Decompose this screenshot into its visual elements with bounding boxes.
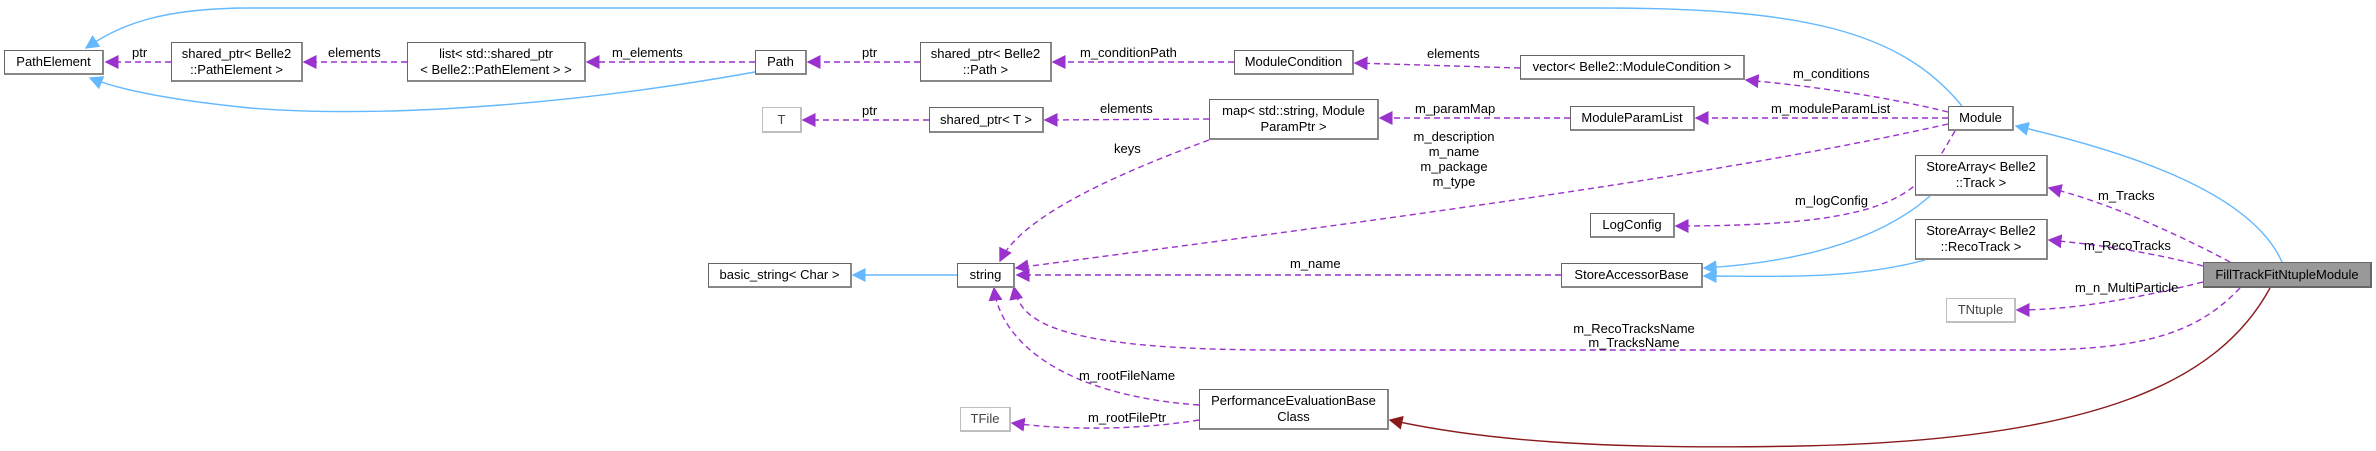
node-tntuple[interactable]: TNtuple bbox=[1946, 298, 2016, 323]
edge-storearray-track-base bbox=[1702, 195, 1931, 275]
edge-elements3 bbox=[1043, 112, 1210, 127]
edge-label: m_rootFileName bbox=[1079, 368, 1175, 383]
node-label: ModuleCondition bbox=[1244, 54, 1343, 69]
edge-label: m_paramMap bbox=[1415, 101, 1495, 116]
node-fill-track-fit-ntuple-module[interactable]: FillTrackFitNtupleModule bbox=[2203, 262, 2372, 288]
node-label: list< std::shared_ptr bbox=[439, 45, 553, 61]
edge-m-n-multiparticle bbox=[2015, 281, 2204, 317]
node-store-accessor-base[interactable]: StoreAccessorBase bbox=[1561, 263, 1703, 288]
edge-label: elements bbox=[328, 45, 381, 60]
edge-label: m_conditions bbox=[1793, 66, 1870, 81]
node-label: FillTrackFitNtupleModule bbox=[2215, 266, 2359, 282]
edge-label: m_moduleParamList bbox=[1771, 101, 1891, 116]
edge-label: keys bbox=[1114, 141, 1141, 156]
edge-label: ptr bbox=[132, 45, 148, 60]
node-string[interactable]: string bbox=[957, 263, 1015, 288]
node-label: StoreArray< Belle2 bbox=[1926, 223, 2036, 238]
node-module-condition[interactable]: ModuleCondition bbox=[1234, 50, 1354, 75]
node-shared-ptr-t[interactable]: shared_ptr< T > bbox=[929, 107, 1044, 133]
edge-label: m_description bbox=[1414, 129, 1495, 144]
edge-label: m_n_MultiParticle bbox=[2075, 280, 2178, 295]
edge-module-pathelement bbox=[84, 7, 1963, 107]
node-label: ::Path > bbox=[962, 61, 1009, 77]
edge-module-strings bbox=[1014, 123, 1949, 274]
node-label: PerformanceEvaluationBase bbox=[1211, 393, 1376, 408]
node-label: vector< Belle2::ModuleCondition > bbox=[1532, 59, 1732, 74]
node-label: string bbox=[969, 267, 1002, 282]
edge-m-logconfig bbox=[1674, 130, 1956, 233]
node-label: LogConfig bbox=[1602, 217, 1662, 232]
node-label: ::Track > bbox=[1955, 175, 2007, 190]
node-label: Path bbox=[767, 54, 794, 69]
edge-m-conditions bbox=[1744, 74, 1949, 113]
node-store-array-track[interactable]: StoreArray< Belle2::Track > bbox=[1915, 155, 2048, 196]
node-shared-ptr-path-element[interactable]: shared_ptr< Belle2::PathElement > bbox=[171, 42, 303, 82]
node-label: ParamPtr > bbox=[1260, 119, 1327, 134]
node-path-element[interactable]: PathElement bbox=[4, 50, 104, 75]
edge-label: m_conditionPath bbox=[1080, 45, 1177, 60]
node-t[interactable]: T bbox=[762, 107, 802, 133]
node-label: StoreAccessorBase bbox=[1574, 267, 1689, 282]
node-label: T bbox=[777, 111, 786, 127]
edge-m-rootfilename bbox=[988, 286, 1200, 406]
edge-label: m_package bbox=[1420, 159, 1487, 174]
edge-elements2 bbox=[1353, 56, 1521, 71]
node-shared-ptr-path[interactable]: shared_ptr< Belle2::Path > bbox=[920, 42, 1052, 82]
edge-storearray-recotrack-base bbox=[1702, 259, 1926, 284]
node-label: < Belle2::PathElement > > bbox=[420, 61, 572, 77]
node-label: ::RecoTrack > bbox=[1940, 239, 2022, 254]
node-path[interactable]: Path bbox=[755, 50, 807, 75]
edge-m-tracks bbox=[2047, 184, 2231, 263]
node-map-param[interactable]: map< std::string, Module ParamPtr > bbox=[1209, 99, 1379, 140]
edge-label: m_name bbox=[1290, 256, 1341, 271]
node-module-param-list[interactable]: ModuleParamList bbox=[1570, 106, 1695, 131]
node-label: basic_string< Char > bbox=[719, 267, 840, 282]
edge-label: m_rootFilePtr bbox=[1088, 410, 1167, 425]
edge-keys bbox=[999, 139, 1210, 263]
node-label: shared_ptr< Belle2 bbox=[181, 45, 292, 61]
node-label: Class bbox=[1277, 409, 1310, 424]
node-label: shared_ptr< Belle2 bbox=[930, 45, 1041, 61]
node-log-config[interactable]: LogConfig bbox=[1590, 213, 1675, 238]
node-label: map< std::string, Module bbox=[1222, 103, 1365, 118]
edge-label: m_type bbox=[1433, 174, 1476, 189]
node-basic-string[interactable]: basic_string< Char > bbox=[708, 263, 852, 288]
edge-label: m_TracksName bbox=[1588, 335, 1679, 350]
edge-label: elements bbox=[1100, 101, 1153, 116]
node-label: PathElement bbox=[16, 54, 91, 69]
node-label: shared_ptr< T > bbox=[939, 111, 1033, 127]
node-label: StoreArray< Belle2 bbox=[1926, 159, 2036, 174]
edge-label: m_logConfig bbox=[1795, 193, 1868, 208]
node-label: TFile bbox=[970, 411, 1000, 426]
node-label: TNtuple bbox=[1957, 302, 2004, 317]
edge-label: ptr bbox=[862, 45, 878, 60]
node-vector-module-condition[interactable]: vector< Belle2::ModuleCondition > bbox=[1520, 55, 1745, 80]
edge-m-rootfileptr bbox=[1010, 417, 1200, 432]
edge-label: m_elements bbox=[612, 45, 683, 60]
edge-label: m_RecoTracks bbox=[2084, 238, 2171, 253]
node-performance-evaluation-base-class[interactable]: PerformanceEvaluationBase Class bbox=[1199, 389, 1389, 430]
edge-label: elements bbox=[1427, 46, 1480, 61]
edge-path-pathelement bbox=[88, 71, 756, 113]
edge-label: ptr bbox=[862, 103, 878, 118]
node-list-shared-ptr[interactable]: list< std::shared_ptr < Belle2::PathEleme… bbox=[407, 42, 586, 82]
edge-filltrack-perfeval bbox=[1388, 287, 2271, 448]
edge-label: m_Tracks bbox=[2098, 188, 2155, 203]
edge-filltrack-module bbox=[2014, 122, 2283, 263]
node-tfile[interactable]: TFile bbox=[960, 407, 1011, 432]
node-label: Module bbox=[1959, 110, 2002, 125]
node-label: ModuleParamList bbox=[1581, 110, 1683, 125]
edge-label: m_RecoTracksName bbox=[1573, 321, 1695, 336]
edge-label: m_name bbox=[1429, 144, 1480, 159]
node-store-array-recotrack[interactable]: StoreArray< Belle2::RecoTrack > bbox=[1915, 219, 2048, 260]
node-module[interactable]: Module bbox=[1948, 106, 2014, 131]
node-label: ::PathElement > bbox=[190, 61, 283, 77]
